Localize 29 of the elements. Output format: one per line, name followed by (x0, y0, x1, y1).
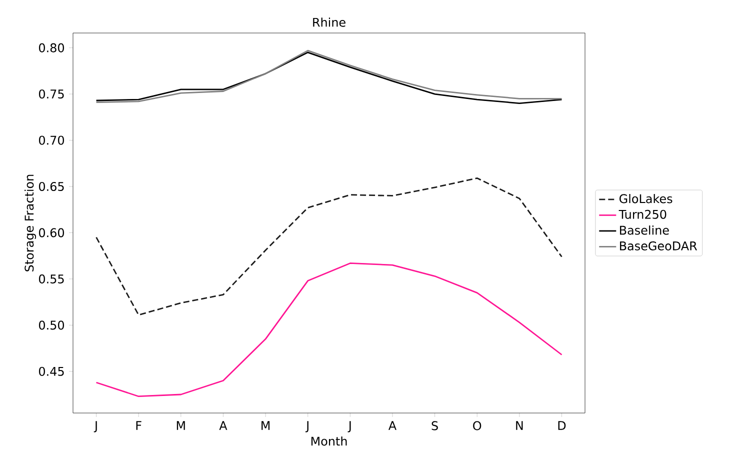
x-tick-label: J (348, 421, 351, 432)
x-tick-label: F (136, 421, 142, 430)
x-tick-label: M (176, 421, 185, 430)
y-tick-label: 0.70 (38, 136, 64, 145)
line-series (96, 262, 562, 398)
y-tick-label: 0.80 (38, 43, 64, 52)
x-tick-label: D (558, 421, 566, 430)
x-axis-title: Month (311, 436, 347, 446)
x-tick-label: S (432, 421, 438, 430)
chart-title: Rhine (313, 18, 346, 27)
y-tick-label: 0.65 (38, 182, 64, 191)
x-tick-label: M (262, 421, 270, 430)
y-tick-label: 0.50 (38, 320, 64, 330)
legend-label: GloLakes (620, 194, 672, 204)
x-tick-label: A (388, 421, 396, 430)
y-axis-title: Storage Fraction (24, 174, 36, 272)
y-tick-label: 0.60 (38, 228, 64, 238)
line-series (96, 177, 562, 316)
x-tick-label: N (516, 421, 523, 430)
legend-label: Baseline (620, 225, 669, 235)
y-tick-label: 0.55 (38, 274, 64, 284)
x-tick-label: J (305, 421, 308, 432)
x-tick-label: J (94, 421, 97, 432)
legend-label: BaseGeoDAR (620, 241, 698, 250)
y-tick-label: 0.75 (38, 89, 64, 99)
x-tick-label: A (219, 421, 228, 430)
y-tick-label: 0.45 (38, 366, 64, 376)
x-tick-label: O (473, 421, 482, 430)
legend-label: Turn250 (618, 210, 666, 219)
